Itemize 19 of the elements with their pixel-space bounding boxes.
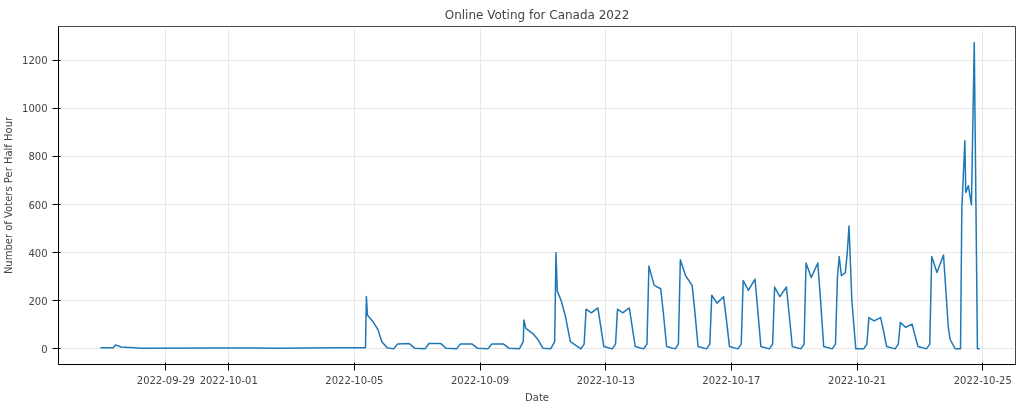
y-axis-title: Number of Voters Per Half Hour [3, 115, 15, 275]
y-tick-label: 400 [28, 247, 48, 259]
y-tick-label: 800 [28, 151, 48, 163]
y-tick-label: 1000 [22, 103, 48, 115]
x-tick-label: 2022-10-01 [199, 374, 258, 386]
x-tick-label: 2022-10-09 [450, 374, 510, 386]
x-tick-label: 2022-10-25 [953, 374, 1012, 386]
x-tick-label: 2022-10-21 [828, 374, 887, 386]
line-series [99, 41, 981, 350]
x-tick-label: 2022-10-17 [702, 374, 761, 386]
y-tick-label: 1200 [22, 55, 48, 67]
chart-title: Online Voting for Canada 2022 [444, 7, 630, 22]
x-tick-label: 2022-09-29 [136, 374, 195, 386]
y-tick-label: 200 [28, 295, 48, 307]
y-tick-label: 0 [41, 343, 48, 355]
x-tick-label: 2022-10-13 [576, 374, 635, 386]
y-tick-label: 600 [28, 199, 48, 211]
x-tick-label: 2022-10-05 [325, 374, 384, 386]
x-axis-title: Date [525, 391, 549, 403]
